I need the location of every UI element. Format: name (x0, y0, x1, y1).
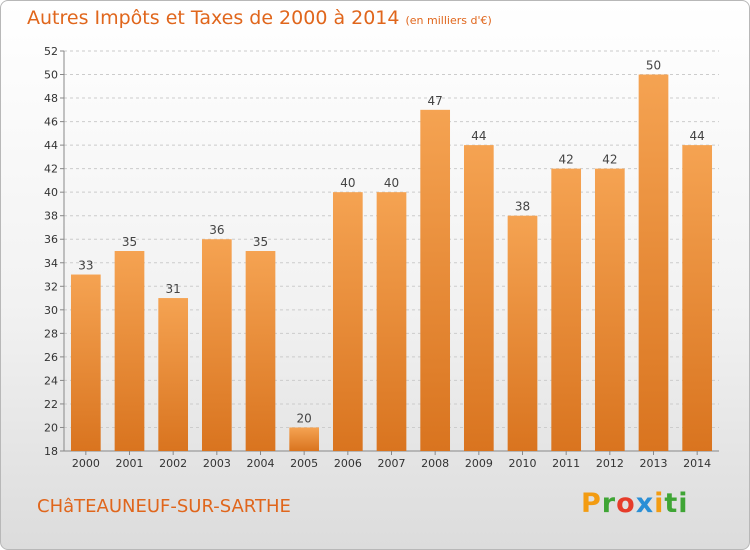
y-tick-label: 40 (44, 186, 58, 199)
y-tick-label: 18 (44, 445, 58, 458)
y-tick-label: 38 (44, 210, 58, 223)
x-tick-label: 2005 (290, 457, 318, 470)
bar-value-label: 44 (690, 129, 705, 143)
y-tick-label: 34 (44, 257, 58, 270)
y-tick-label: 24 (44, 374, 58, 387)
y-tick-label: 36 (44, 233, 58, 246)
bar-value-label: 35 (253, 235, 268, 249)
bar-value-label: 42 (559, 153, 574, 167)
x-tick-label: 2006 (334, 457, 362, 470)
y-tick-label: 42 (44, 163, 58, 176)
bar (507, 215, 538, 451)
x-tick-label: 2001 (116, 457, 144, 470)
logo-letter: i (654, 488, 665, 519)
bar (463, 145, 494, 451)
y-tick-label: 30 (44, 304, 58, 317)
bar-value-label: 42 (602, 153, 617, 167)
x-tick-label: 2013 (640, 457, 668, 470)
bar-value-label: 36 (209, 223, 224, 237)
chart-unit: (en milliers d'€) (405, 14, 492, 27)
y-tick-label: 32 (44, 280, 58, 293)
y-tick-label: 28 (44, 327, 58, 340)
y-tick-label: 20 (44, 421, 58, 434)
x-tick-label: 2002 (159, 457, 187, 470)
bar-value-label: 50 (646, 59, 661, 73)
x-tick-label: 2004 (247, 457, 275, 470)
bar-value-label: 33 (78, 259, 93, 273)
y-tick-label: 46 (44, 116, 58, 129)
bar (638, 74, 669, 451)
bar-value-label: 40 (384, 176, 399, 190)
bar-value-label: 20 (297, 411, 312, 425)
bar (551, 168, 582, 451)
x-tick-label: 2012 (596, 457, 624, 470)
bar-value-label: 44 (471, 129, 486, 143)
bar-value-label: 40 (340, 176, 355, 190)
y-tick-label: 50 (44, 69, 58, 82)
y-tick-label: 44 (44, 139, 58, 152)
logo-letter: P (581, 488, 602, 519)
commune-name: CHâTEAUNEUF-SUR-SARTHE (37, 496, 291, 517)
bar (332, 192, 363, 452)
proxiti-logo[interactable]: Proxiti (581, 488, 689, 519)
bar (70, 274, 101, 451)
logo-letter: x (635, 488, 655, 519)
bar (682, 145, 713, 451)
y-tick-label: 48 (44, 92, 58, 105)
bar-value-label: 35 (122, 235, 137, 249)
y-tick-label: 22 (44, 398, 58, 411)
bar (376, 192, 407, 452)
x-tick-label: 2003 (203, 457, 231, 470)
chart-title-block: Autres Impôts et Taxes de 2000 à 2014 (en… (27, 7, 492, 29)
x-tick-label: 2010 (509, 457, 537, 470)
logo-letter: ti (664, 488, 689, 519)
bar (289, 427, 320, 451)
x-tick-label: 2007 (378, 457, 406, 470)
x-tick-label: 2011 (552, 457, 580, 470)
bar-value-label: 47 (428, 94, 443, 108)
logo-letter: r (601, 488, 617, 519)
bar (594, 168, 625, 451)
x-tick-label: 2014 (683, 457, 711, 470)
x-tick-label: 2009 (465, 457, 493, 470)
bar (114, 251, 145, 451)
bar (420, 109, 451, 451)
bar-value-label: 38 (515, 200, 530, 214)
logo-letter: o (616, 488, 636, 519)
x-tick-label: 2008 (421, 457, 449, 470)
bar (245, 251, 276, 451)
x-tick-label: 2000 (72, 457, 100, 470)
y-tick-label: 52 (44, 45, 58, 58)
bar-value-label: 31 (166, 282, 181, 296)
bar (201, 239, 232, 451)
y-tick-label: 26 (44, 351, 58, 364)
chart-title: Autres Impôts et Taxes de 2000 à 2014 (27, 7, 400, 29)
bar (158, 298, 189, 451)
